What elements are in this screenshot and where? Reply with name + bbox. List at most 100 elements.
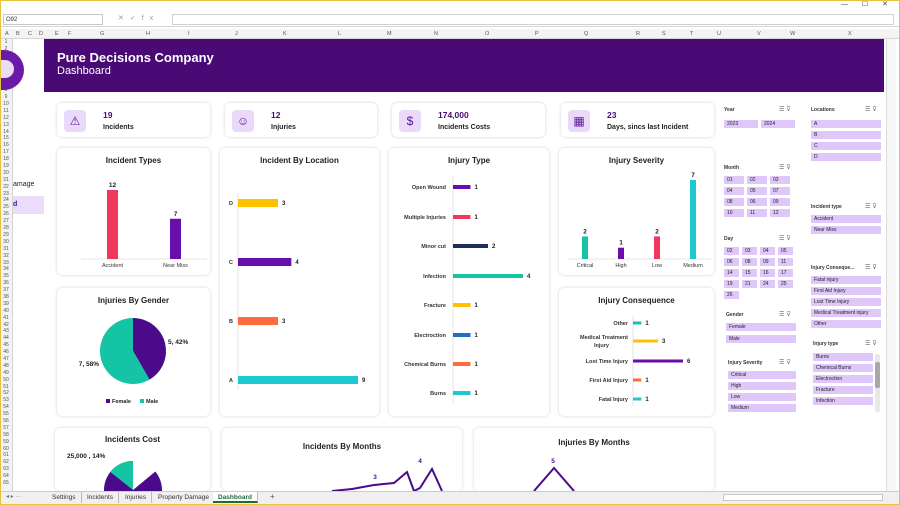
- row-header[interactable]: 9: [4, 94, 8, 101]
- column-header[interactable]: V: [757, 31, 761, 37]
- slicer-item[interactable]: D: [811, 153, 881, 161]
- multi-select-and-clear-filter-icon[interactable]: ☰⊽: [779, 360, 793, 366]
- column-header[interactable]: W: [790, 31, 796, 37]
- slicer-item[interactable]: Chemical Burns: [813, 364, 873, 372]
- name-box[interactable]: O92: [3, 14, 103, 25]
- row-header[interactable]: 31: [3, 245, 9, 252]
- slicer-item[interactable]: Accident: [811, 215, 881, 223]
- column-header[interactable]: U: [717, 31, 721, 37]
- column-header[interactable]: M: [387, 31, 392, 37]
- slicer-item[interactable]: 17: [778, 269, 793, 277]
- row-header[interactable]: 30: [3, 238, 9, 245]
- multi-select-and-clear-filter-icon[interactable]: ☰⊽: [865, 265, 879, 271]
- slicer-item[interactable]: 01: [724, 176, 744, 184]
- slicer-item[interactable]: 11: [778, 258, 793, 266]
- slicer-item[interactable]: 16: [760, 269, 775, 277]
- row-header[interactable]: 48: [3, 362, 9, 369]
- slicer-item[interactable]: 04: [760, 247, 775, 255]
- slicer-item[interactable]: Other: [811, 320, 881, 328]
- column-header[interactable]: Q: [584, 31, 589, 37]
- row-header[interactable]: 21: [3, 176, 9, 183]
- column-header[interactable]: D: [39, 31, 43, 37]
- column-header[interactable]: B: [16, 31, 20, 37]
- row-header[interactable]: 36: [3, 280, 9, 287]
- row-header[interactable]: 51: [3, 383, 9, 390]
- row-header[interactable]: 47: [3, 355, 9, 362]
- column-header[interactable]: N: [434, 31, 438, 37]
- row-header[interactable]: 35: [3, 273, 9, 280]
- slicer-item[interactable]: Lost Time Injury: [811, 298, 881, 306]
- row-header[interactable]: 61: [3, 452, 9, 459]
- slicer-scroll-thumb[interactable]: [875, 362, 880, 388]
- row-header[interactable]: 25: [3, 204, 9, 211]
- row-header[interactable]: 58: [3, 431, 9, 438]
- row-header[interactable]: 57: [3, 424, 9, 431]
- slicer-item[interactable]: 12: [770, 209, 790, 217]
- row-header[interactable]: 50: [3, 376, 9, 383]
- column-header[interactable]: E: [55, 31, 59, 37]
- fx-icon[interactable]: fx: [141, 15, 160, 22]
- slicer-item[interactable]: 10: [724, 209, 744, 217]
- tab-scroll-arrows[interactable]: ◂ ▸ ···: [6, 494, 22, 500]
- row-header[interactable]: 2: [4, 45, 8, 52]
- multi-select-and-clear-filter-icon[interactable]: ☰⊽: [779, 165, 793, 171]
- row-header[interactable]: 29: [3, 231, 9, 238]
- slicer-item[interactable]: 03: [742, 247, 757, 255]
- column-header[interactable]: G: [100, 31, 105, 37]
- slicer-item[interactable]: 25: [778, 280, 793, 288]
- column-header[interactable]: T: [690, 31, 694, 37]
- row-header[interactable]: 55: [3, 411, 9, 418]
- row-header[interactable]: 41: [3, 314, 9, 321]
- row-header[interactable]: 32: [3, 252, 9, 259]
- multi-select-and-clear-filter-icon[interactable]: ☰⊽: [779, 107, 793, 113]
- row-header[interactable]: 38: [3, 293, 9, 300]
- row-header[interactable]: 27: [3, 218, 9, 225]
- multi-select-and-clear-filter-icon[interactable]: ☰⊽: [865, 107, 879, 113]
- slicer-item[interactable]: Infection: [813, 397, 873, 405]
- row-header[interactable]: 26: [3, 211, 9, 218]
- formula-input[interactable]: [172, 14, 894, 25]
- slicer-item[interactable]: Burns: [813, 353, 873, 361]
- multi-select-and-clear-filter-icon[interactable]: ☰⊽: [779, 312, 793, 318]
- slicer-item[interactable]: Fatal injury: [811, 276, 881, 284]
- column-header[interactable]: P: [535, 31, 539, 37]
- column-header[interactable]: O: [485, 31, 490, 37]
- column-header[interactable]: R: [636, 31, 640, 37]
- row-header[interactable]: 34: [3, 266, 9, 273]
- slicer-item[interactable]: First Aid Injury: [811, 287, 881, 295]
- column-header[interactable]: J: [235, 31, 238, 37]
- slicer-item[interactable]: 07: [770, 187, 790, 195]
- slicer-item[interactable]: 08: [724, 198, 744, 206]
- column-header[interactable]: H: [146, 31, 150, 37]
- slicer-item[interactable]: 06: [747, 198, 767, 206]
- tab-injuries[interactable]: Injuries: [120, 492, 152, 503]
- add-sheet-button[interactable]: +: [270, 492, 275, 501]
- tab-dashboard[interactable]: Dashboard: [213, 492, 258, 503]
- tab-settings[interactable]: Settings: [47, 492, 82, 503]
- row-header[interactable]: 49: [3, 369, 9, 376]
- row-header[interactable]: 40: [3, 307, 9, 314]
- row-header[interactable]: 20: [3, 169, 9, 176]
- multi-select-and-clear-filter-icon[interactable]: ☰⊽: [865, 204, 879, 210]
- slicer-item[interactable]: C: [811, 142, 881, 150]
- row-header[interactable]: 64: [3, 473, 9, 480]
- row-header[interactable]: 17: [3, 149, 9, 156]
- row-header[interactable]: 24: [3, 197, 9, 204]
- vertical-scrollbar[interactable]: [886, 39, 896, 491]
- sidebar-item-property-damage[interactable]: amage: [13, 181, 35, 188]
- sidebar-item-dashboard[interactable]: d: [13, 196, 44, 214]
- column-header[interactable]: K: [283, 31, 287, 37]
- column-header[interactable]: A: [5, 31, 9, 37]
- slicer-item[interactable]: High: [728, 382, 796, 390]
- slicer-item[interactable]: Low: [728, 393, 796, 401]
- formula-icons[interactable]: ✕✓fx: [118, 15, 160, 22]
- column-header[interactable]: X: [848, 31, 852, 37]
- slicer-item[interactable]: Near Miss: [811, 226, 881, 234]
- slicer-item[interactable]: Medical Treatment injury: [811, 309, 881, 317]
- column-header[interactable]: L: [338, 31, 342, 37]
- slicer-item[interactable]: 02: [747, 176, 767, 184]
- row-header[interactable]: 1: [4, 39, 8, 45]
- multi-select-and-clear-filter-icon[interactable]: ☰⊽: [779, 236, 793, 242]
- row-header[interactable]: 59: [3, 438, 9, 445]
- slicer-item[interactable]: Medium: [728, 404, 796, 412]
